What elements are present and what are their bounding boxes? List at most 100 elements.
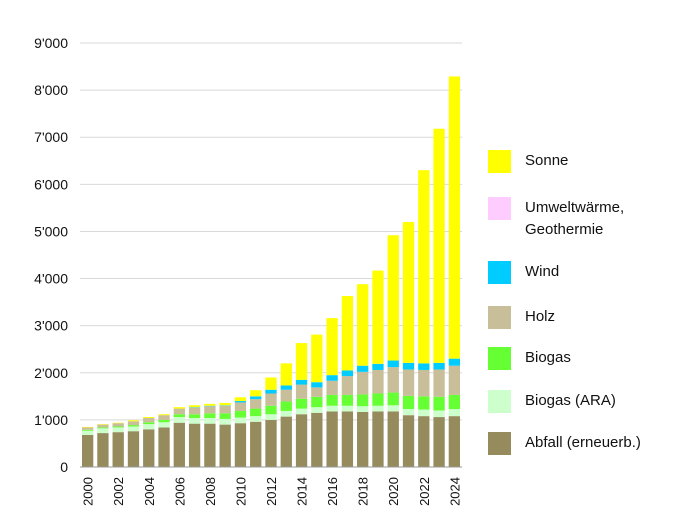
bar-segment: [341, 411, 354, 467]
bar-segment: [112, 426, 124, 428]
bar-segment: [158, 422, 170, 428]
bar-segment: [204, 413, 216, 419]
y-tick-label: 4'000: [34, 271, 68, 287]
legend-swatch: [488, 306, 511, 329]
bar-segment: [311, 387, 323, 397]
bar-segment: [448, 365, 461, 395]
bar-segment: [250, 390, 262, 397]
bar-segment: [219, 418, 231, 425]
bar-segment: [357, 411, 369, 467]
y-tick-label: 6'000: [34, 176, 68, 192]
bar-segment: [81, 430, 94, 435]
bar-segment: [280, 416, 292, 467]
bar-segment: [326, 375, 338, 381]
bar-stack-2014: [295, 343, 308, 467]
legend-label: Biogas: [525, 349, 571, 366]
bar-segment: [265, 377, 277, 390]
bar-segment: [234, 423, 247, 467]
bar-segment: [188, 407, 201, 415]
bar-stack-2012: [265, 377, 277, 467]
bar-segment: [295, 398, 308, 409]
bar-segment: [158, 414, 170, 416]
bar-segment: [143, 417, 155, 419]
bar-segment: [372, 411, 384, 467]
bar-segment: [418, 369, 430, 397]
legend-label: Sonne: [525, 152, 569, 169]
bar-segment: [448, 409, 461, 417]
bar-segment: [402, 395, 415, 410]
bar-segment: [250, 416, 262, 422]
bar-segment: [311, 412, 323, 467]
x-tick-label: 2002: [111, 477, 126, 506]
bar-segment: [433, 369, 445, 397]
bar-segment: [311, 334, 323, 383]
bar-segment: [204, 423, 216, 467]
bar-stack-2009: [219, 402, 231, 467]
bar-segment: [372, 270, 384, 364]
bar-segment: [234, 397, 247, 402]
legend-swatch: [488, 197, 511, 220]
bar-segment: [448, 416, 461, 467]
y-tick-label: 7'000: [34, 129, 68, 145]
bar-segment: [127, 431, 140, 467]
legend-item: Abfall (erneuerb.): [488, 432, 641, 455]
x-tick-label: 2008: [203, 477, 218, 506]
y-tick-label: 1'000: [34, 412, 68, 428]
bar-segment: [219, 402, 231, 406]
bar-segment: [143, 424, 155, 430]
bar-segment: [97, 427, 109, 429]
bar-segment: [265, 389, 277, 394]
bar-stack-2015: [311, 334, 323, 467]
bar-segment: [234, 401, 247, 403]
bar-stack-2016: [326, 318, 338, 467]
legend-item: Sonne: [488, 150, 568, 173]
bar-segment: [372, 369, 384, 394]
bar-segment: [280, 401, 292, 411]
bar-segment: [357, 406, 369, 412]
bar-segment: [311, 382, 323, 388]
x-tick-label: 2006: [172, 477, 187, 506]
bar-stack-2010: [234, 397, 247, 467]
bar-stack-2017: [341, 295, 354, 467]
bar-segment: [418, 416, 430, 467]
bar-segment: [188, 423, 201, 467]
bar-segment: [250, 396, 262, 400]
bar-segment: [234, 410, 247, 418]
bar-stack-2003: [127, 420, 140, 467]
bar-segment: [357, 394, 369, 407]
bar-segment: [387, 405, 399, 412]
y-axis: 0 1'000 2'000 3'000 4'000 5'000 6'000 7'000 8'00…: [34, 35, 68, 475]
bar-segment: [326, 394, 338, 406]
bar-segment: [402, 222, 415, 363]
x-tick-label: 2014: [295, 477, 310, 506]
bar-stack-2024: [448, 76, 461, 467]
bar-segment: [295, 343, 308, 380]
legend-item: Wind: [488, 261, 559, 284]
bar-segment: [387, 392, 399, 406]
bar-segment: [97, 428, 109, 434]
bar-segment: [326, 380, 338, 395]
x-tick-label: 2010: [233, 477, 248, 506]
bar-segment: [188, 418, 201, 424]
bar-segment: [219, 413, 231, 419]
y-tick-label: 0: [60, 459, 68, 475]
legend-label: Umweltwärme, Geothermie: [525, 199, 625, 238]
bar-segment: [158, 415, 170, 420]
bar-segment: [250, 421, 262, 467]
bar-segment: [234, 417, 247, 424]
bar-segment: [341, 394, 354, 406]
bar-segment: [448, 76, 461, 359]
legend-label: Abfall (erneuerb.): [525, 434, 641, 451]
bar-segment: [341, 295, 354, 371]
bar-segment: [112, 432, 124, 467]
legend-label: Wind: [525, 263, 560, 280]
bar-segment: [81, 427, 94, 430]
x-tick-label: 2012: [264, 477, 279, 506]
bar-segment: [295, 379, 308, 385]
x-tick-label: 2022: [417, 477, 432, 506]
y-tick-label: 9'000: [34, 35, 68, 51]
bar-segment: [433, 396, 445, 411]
bar-segment: [204, 418, 216, 424]
